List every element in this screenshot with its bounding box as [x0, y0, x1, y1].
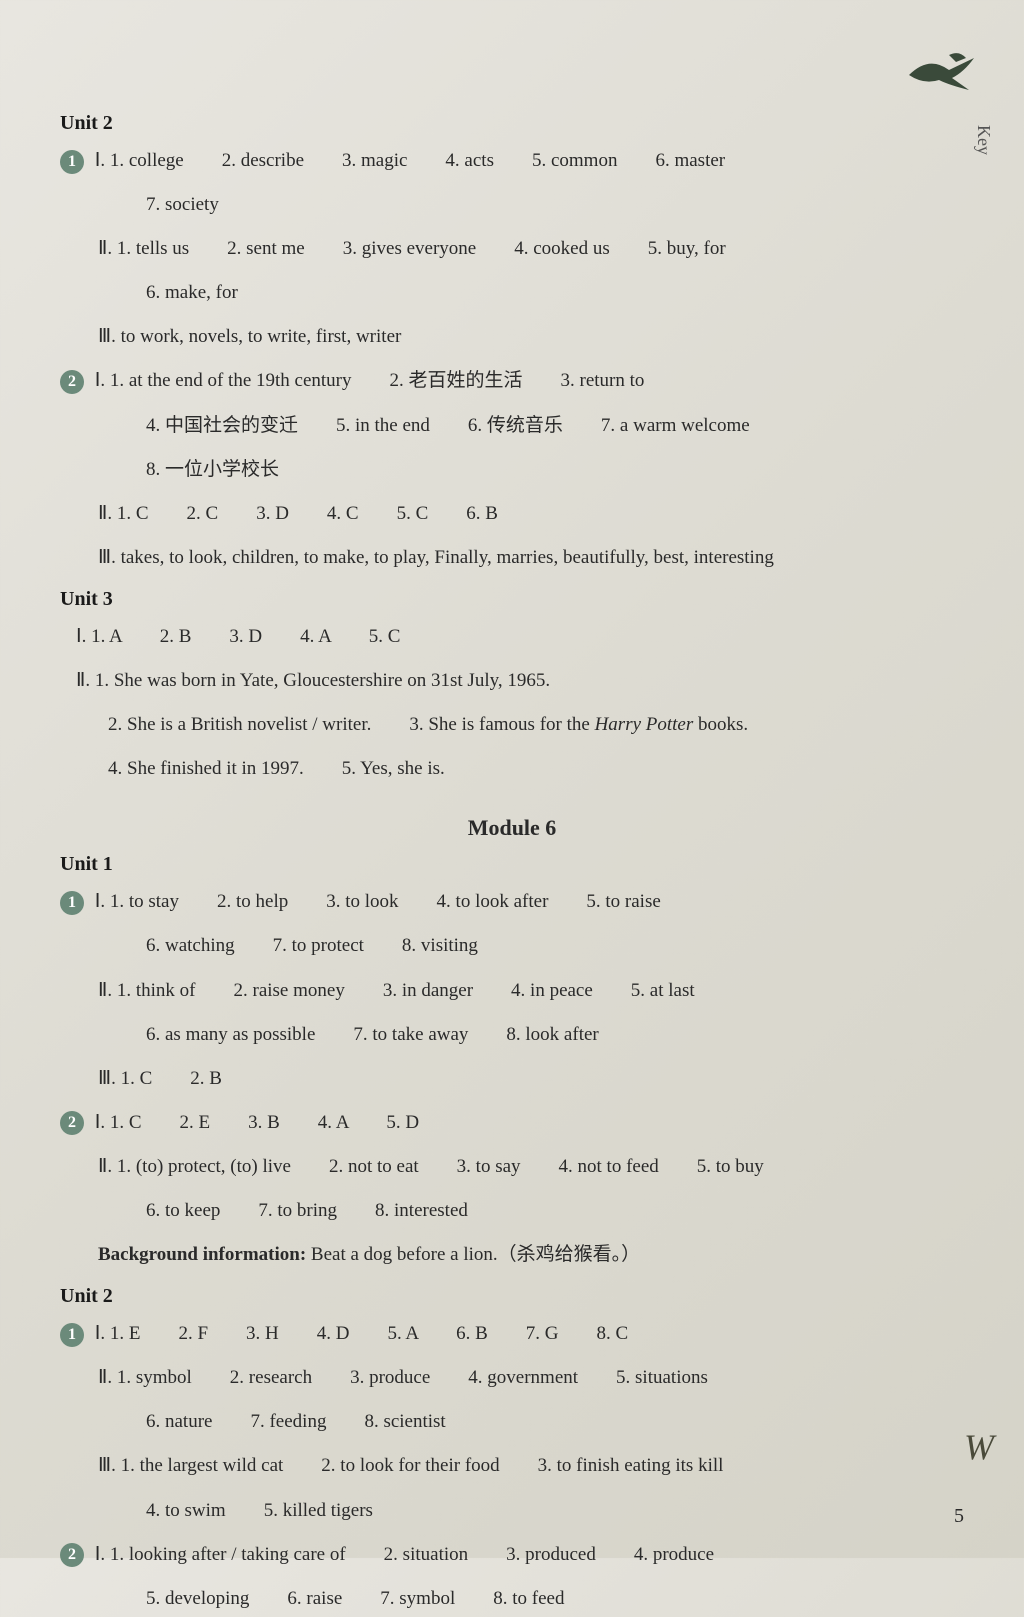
text: 2. She is a British novelist / writer. 3… [108, 714, 595, 735]
answer-line: Background information: Beat a dog befor… [98, 1237, 964, 1273]
text: Ⅰ. 1. to stay 2. to help 3. to look 4. t… [95, 891, 661, 912]
answer-line: 4. She finished it in 1997. 5. Yes, she … [108, 751, 964, 787]
module6-header: Module 6 [60, 815, 964, 841]
answer-line: Ⅲ. to work, novels, to write, first, wri… [98, 319, 964, 355]
bg-text: Beat a dog before a lion.（杀鸡给猴看。） [306, 1244, 640, 1265]
answer-line: 1 Ⅰ. 1. to stay 2. to help 3. to look 4.… [60, 884, 964, 920]
answer-line: 4. 中国社会的变迁 5. in the end 6. 传统音乐 7. a wa… [146, 408, 964, 444]
answer-line: 2 Ⅰ. 1. at the end of the 19th century 2… [60, 363, 964, 399]
m6-unit1-header: Unit 1 [60, 853, 964, 876]
unit2-header: Unit 2 [60, 112, 964, 135]
bg-label: Background information: [98, 1244, 306, 1265]
answer-line: 2 Ⅰ. 1. looking after / taking care of 2… [60, 1537, 964, 1573]
answer-line: 6. watching 7. to protect 8. visiting [146, 928, 964, 964]
badge-1: 1 [60, 1323, 84, 1347]
key-label: Key [973, 125, 994, 155]
answer-line: Ⅱ. 1. (to) protect, (to) live 2. not to … [98, 1149, 964, 1185]
answer-line: 1 Ⅰ. 1. college 2. describe 3. magic 4. … [60, 143, 964, 179]
text: Ⅰ. 1. C 2. E 3. B 4. A 5. D [95, 1112, 419, 1133]
badge-2: 2 [60, 1543, 84, 1567]
answer-line: 6. nature 7. feeding 8. scientist [146, 1404, 964, 1440]
text: Ⅰ. 1. looking after / taking care of 2. … [95, 1544, 714, 1565]
answer-line: Ⅲ. 1. the largest wild cat 2. to look fo… [98, 1448, 964, 1484]
answer-line: Ⅰ. 1. A 2. B 3. D 4. A 5. C [76, 619, 964, 655]
answer-line: 6. as many as possible 7. to take away 8… [146, 1017, 964, 1053]
text: Ⅰ. 1. college 2. describe 3. magic 4. ac… [95, 150, 725, 171]
w-watermark: W [964, 1426, 994, 1468]
answer-line: 6. to keep 7. to bring 8. interested [146, 1193, 964, 1229]
answer-line: Ⅲ. takes, to look, children, to make, to… [98, 540, 964, 576]
answer-line: 8. 一位小学校长 [146, 452, 964, 488]
book-title: Harry Potter [595, 714, 694, 735]
text: Ⅰ. 1. E 2. F 3. H 4. D 5. A 6. B 7. G 8.… [95, 1323, 628, 1344]
unit3-header: Unit 3 [60, 588, 964, 611]
answer-line: 5. developing 6. raise 7. symbol 8. to f… [146, 1581, 964, 1617]
answer-line: Ⅲ. 1. C 2. B [98, 1061, 964, 1097]
answer-line: 2. She is a British novelist / writer. 3… [108, 707, 964, 743]
answer-line: 7. society [146, 187, 964, 223]
answer-line: Ⅱ. 1. tells us 2. sent me 3. gives every… [98, 231, 964, 267]
page-number: 5 [954, 1505, 964, 1528]
answer-line: 1 Ⅰ. 1. E 2. F 3. H 4. D 5. A 6. B 7. G … [60, 1316, 964, 1352]
badge-1: 1 [60, 150, 84, 174]
m6-unit2-header: Unit 2 [60, 1285, 964, 1308]
answer-line: 2 Ⅰ. 1. C 2. E 3. B 4. A 5. D [60, 1105, 964, 1141]
answer-line: Ⅱ. 1. symbol 2. research 3. produce 4. g… [98, 1360, 964, 1396]
answer-line: Ⅱ. 1. C 2. C 3. D 4. C 5. C 6. B [98, 496, 964, 532]
answer-line: Ⅱ. 1. She was born in Yate, Gloucestersh… [76, 663, 964, 699]
answer-line: 4. to swim 5. killed tigers [146, 1493, 964, 1529]
text: Ⅰ. 1. at the end of the 19th century 2. … [95, 370, 645, 391]
badge-2: 2 [60, 370, 84, 394]
answer-line: Ⅱ. 1. think of 2. raise money 3. in dang… [98, 973, 964, 1009]
answer-line: 6. make, for [146, 275, 964, 311]
text: books. [693, 714, 748, 735]
badge-2: 2 [60, 1111, 84, 1135]
badge-1: 1 [60, 891, 84, 915]
bird-decoration [904, 50, 984, 100]
